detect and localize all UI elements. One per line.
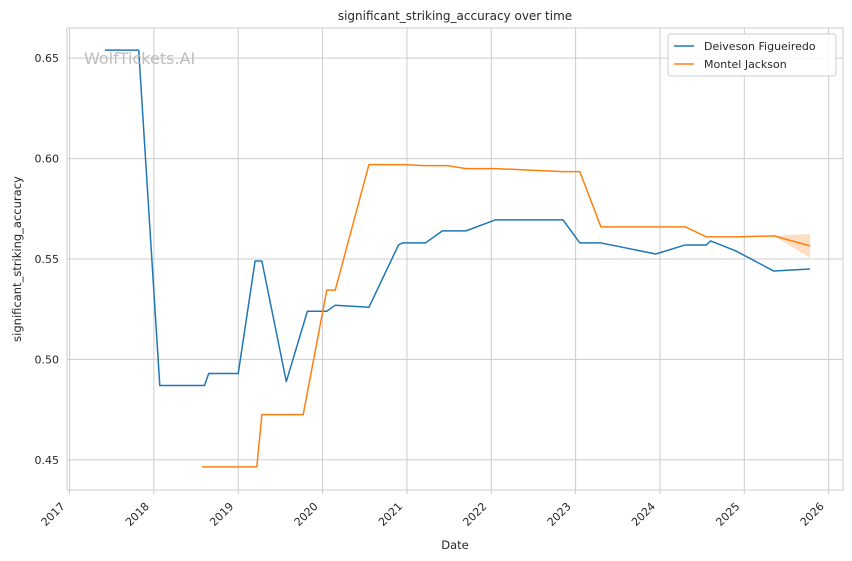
confidence-bands <box>773 233 811 258</box>
x-tick-label: 2025 <box>713 500 742 529</box>
legend: Deiveson Figueiredo Montel Jackson <box>667 33 837 77</box>
x-tick-label: 2017 <box>39 500 68 529</box>
x-tick-label: 2023 <box>545 500 574 529</box>
x-tick-label: 2026 <box>798 500 827 529</box>
legend-label: Montel Jackson <box>704 58 787 71</box>
y-tick-label: 0.55 <box>35 253 60 266</box>
y-tick-labels: 0.45 0.50 0.55 0.60 0.65 <box>35 52 60 467</box>
x-tick-label: 2018 <box>123 500 152 529</box>
watermark: WolfTickets.AI <box>84 49 195 68</box>
grid <box>67 28 843 494</box>
y-tick-label: 0.50 <box>35 353 60 366</box>
x-tick-label: 2021 <box>376 500 405 529</box>
y-tick-label: 0.65 <box>35 52 60 65</box>
x-axis-label: Date <box>441 538 469 552</box>
legend-box <box>667 33 837 77</box>
x-tick-label: 2024 <box>629 500 658 529</box>
legend-label: Deiveson Figueiredo <box>704 40 816 53</box>
y-tick-label: 0.45 <box>35 454 60 467</box>
series-line <box>201 163 811 468</box>
chart-title: significant_striking_accuracy over time <box>338 9 572 23</box>
plot-frame <box>66 27 844 491</box>
y-axis-label: significant_striking_accuracy <box>10 176 24 342</box>
series-line <box>104 49 811 387</box>
series-band <box>773 233 811 258</box>
x-tick-label: 2019 <box>207 500 236 529</box>
x-tick-label: 2022 <box>460 500 489 529</box>
y-tick-label: 0.60 <box>35 153 60 166</box>
series-lines <box>104 49 811 468</box>
x-tick-labels: 2017 2018 2019 2020 2021 2022 2023 2024 2025 2026 <box>39 500 827 529</box>
x-tick-label: 2020 <box>292 500 321 529</box>
